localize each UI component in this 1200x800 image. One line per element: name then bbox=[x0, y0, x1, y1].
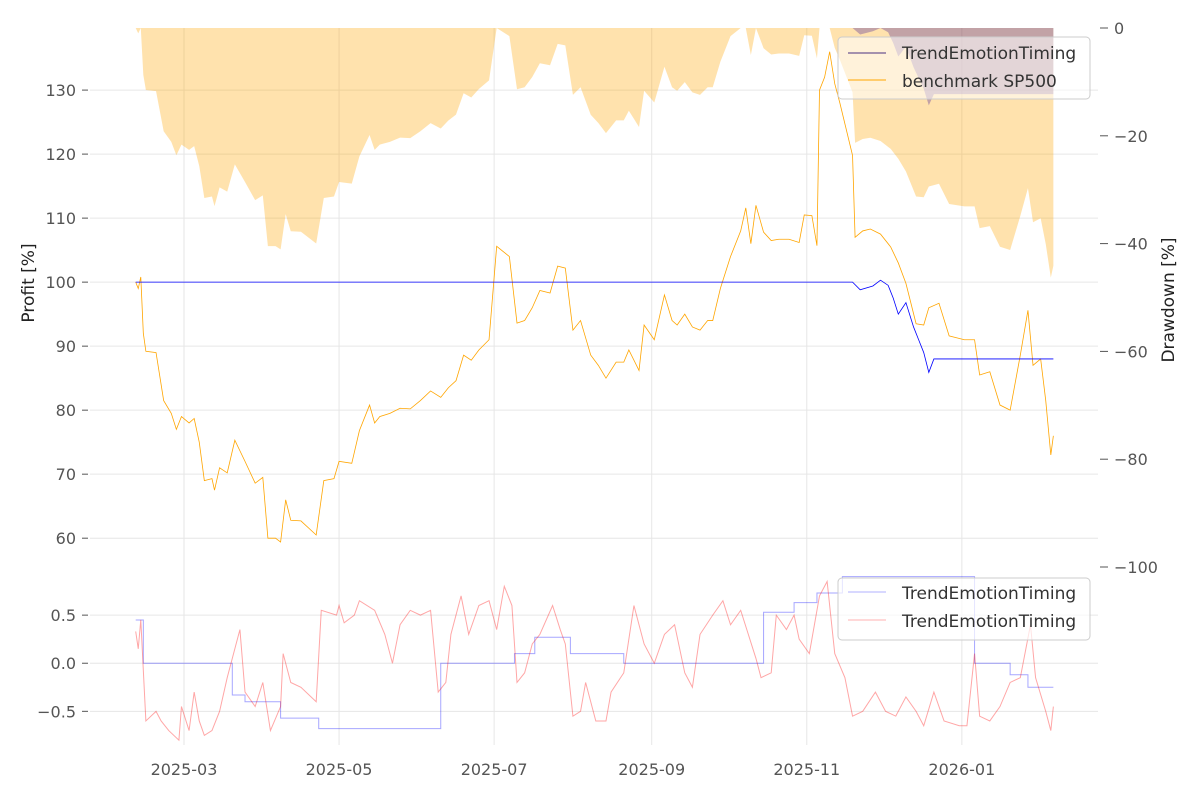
y2-tick-label: −80 bbox=[1114, 450, 1148, 469]
legend-bottom: TrendEmotionTiming TrendEmotionTiming bbox=[837, 577, 1091, 641]
y-tick-label: 60 bbox=[56, 529, 76, 548]
y2-tick-label: 0 bbox=[1114, 19, 1124, 38]
drawdown-fills bbox=[135, 28, 1054, 278]
bottom-y-tick-label: 0.0 bbox=[51, 654, 76, 673]
legend-top: TrendEmotionTiming benchmark SP500 bbox=[837, 36, 1091, 100]
y-tick-label: 110 bbox=[45, 209, 76, 228]
y-tick-label: 80 bbox=[56, 401, 76, 420]
y-tick-label: 130 bbox=[45, 81, 76, 100]
x-tick-label: 2026-01 bbox=[928, 760, 995, 779]
bottom-y-tick-label: −0.5 bbox=[37, 702, 76, 721]
y2-tick-label: −20 bbox=[1114, 127, 1148, 146]
bottom-y-tick-label: 0.5 bbox=[51, 606, 76, 625]
y-tick-label: 120 bbox=[45, 145, 76, 164]
y-tick-label: 90 bbox=[56, 337, 76, 356]
signal-line bbox=[135, 579, 1054, 742]
benchmark-line bbox=[135, 51, 1054, 543]
strategy-line bbox=[135, 279, 1054, 374]
x-tick-label: 2025-09 bbox=[618, 760, 685, 779]
y2-tick-label: −60 bbox=[1114, 342, 1148, 361]
y2-tick-label: −100 bbox=[1114, 558, 1158, 577]
y-axis-label: Profit [%] bbox=[19, 243, 39, 322]
y2-tick-label: −40 bbox=[1114, 235, 1148, 254]
x-tick-label: 2025-05 bbox=[306, 760, 373, 779]
strategy-drawdown-area bbox=[135, 28, 1054, 106]
legend-label-benchmark: benchmark SP500 bbox=[902, 72, 1057, 92]
benchmark-drawdown-area bbox=[135, 28, 1054, 278]
x-tick-label: 2025-03 bbox=[151, 760, 218, 779]
tick-labels: 2025-03 2025-05 2025-07 2025-09 2025-11 2026-… bbox=[37, 19, 1158, 779]
legend-label-strategy: TrendEmotionTiming bbox=[901, 44, 1076, 64]
y-tick-label: 100 bbox=[45, 273, 76, 292]
x-tick-label: 2025-11 bbox=[773, 760, 840, 779]
legend-label-blue: TrendEmotionTiming bbox=[901, 584, 1076, 604]
y2-axis-label: Drawdown [%] bbox=[1159, 237, 1179, 362]
y-tick-label: 70 bbox=[56, 465, 76, 484]
legend-label-red: TrendEmotionTiming bbox=[901, 612, 1076, 632]
x-tick-label: 2025-07 bbox=[461, 760, 528, 779]
